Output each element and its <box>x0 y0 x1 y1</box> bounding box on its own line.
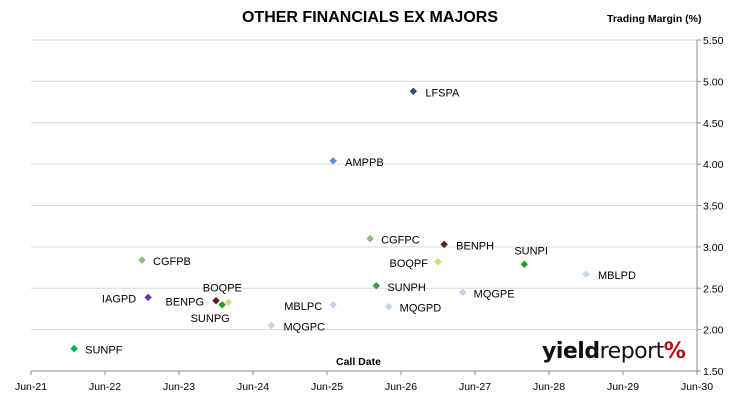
point-mqgpd <box>384 302 393 311</box>
point-label-sunpg: SUNPG <box>191 313 230 325</box>
point-benpg <box>212 296 220 305</box>
point-label-mblpd: MBLPD <box>598 270 636 282</box>
x-tick-label: Jun-30 <box>681 381 713 393</box>
point-label-mblpc: MBLPC <box>284 301 322 313</box>
x-tick-label: Jun-25 <box>311 381 343 393</box>
x-tick-label: Jun-23 <box>163 381 195 393</box>
gridlines <box>31 39 697 372</box>
x-tick-label: Jun-26 <box>385 381 417 393</box>
logo-report-text: report <box>599 339 665 364</box>
point-boqpf <box>434 258 442 266</box>
point-sunpf <box>70 344 78 353</box>
point-amppb <box>329 157 337 165</box>
point-label-sunpf: SUNPF <box>85 345 123 357</box>
y-tick-label: 4.50 <box>703 118 724 130</box>
point-label-benpg: BENPG <box>165 297 204 309</box>
point-benph <box>440 240 448 249</box>
point-boqpe <box>224 298 233 307</box>
point-label-amppb: AMPPB <box>345 157 384 169</box>
x-axis-label: Call Date <box>336 356 381 368</box>
yieldreport-logo: yieldreport% <box>542 339 686 364</box>
y-tick-label: 2.00 <box>703 325 724 337</box>
point-label-lfspa: LFSPA <box>425 87 460 99</box>
x-tick-label: Jun-28 <box>533 381 565 393</box>
y-tick-label: 1.50 <box>703 366 724 378</box>
x-tick-label: Jun-21 <box>15 381 47 393</box>
chart-title: OTHER FINANCIALS EX MAJORS <box>241 9 498 26</box>
y-tick-label: 2.50 <box>703 283 724 295</box>
y-tick-label: 3.50 <box>703 201 724 213</box>
point-sunpg <box>218 301 226 309</box>
point-label-mqgpe: MQGPE <box>474 288 515 300</box>
y-tick-label: 3.00 <box>703 242 724 254</box>
point-mqgpe <box>458 288 467 297</box>
point-mblpd <box>582 270 590 278</box>
point-iagpd <box>144 293 152 302</box>
x-tick-label: Jun-27 <box>459 381 491 393</box>
point-label-boqpe: BOQPE <box>203 282 242 294</box>
point-label-benph: BENPH <box>456 240 494 252</box>
axes: 1.50 2.00 2.50 3.00 3.50 4.00 4.50 5.00 5.50 Jun-… <box>15 35 724 393</box>
point-label-iagpd: IAGPD <box>102 293 136 305</box>
point-label-cgfpb: CGFPB <box>153 256 191 268</box>
point-sunph <box>372 282 381 290</box>
y-tick-label: 5.50 <box>703 35 724 47</box>
point-lfspa <box>409 87 418 96</box>
y-tick-label: 4.00 <box>703 159 724 171</box>
y-axis-label: Trading Margin (%) <box>607 13 702 25</box>
point-cgfpc <box>366 234 374 243</box>
x-tick-label: Jun-24 <box>237 381 269 393</box>
x-tick-label: Jun-22 <box>89 381 121 393</box>
point-label-mqgpc: MQGPC <box>284 321 326 333</box>
logo-percent-mark: % <box>663 339 686 364</box>
point-label-sunpi: SUNPI <box>514 245 548 257</box>
data-points: LFSPA AMPPB CGFPC BENPH SUNPI CGFPB BOQPF MBLPD… <box>70 87 636 357</box>
point-label-boqpf: BOQPF <box>389 258 428 270</box>
point-sunpi <box>520 260 529 268</box>
point-label-mqgpd: MQGPD <box>400 302 442 314</box>
point-label-cgfpc: CGFPC <box>381 235 420 247</box>
point-mblpc <box>329 301 337 309</box>
x-tick-label: Jun-29 <box>607 381 639 393</box>
logo-yield-text: yield <box>542 339 600 364</box>
y-tick-label: 5.00 <box>703 76 724 88</box>
point-label-sunph: SUNPH <box>387 282 426 294</box>
point-cgfpb <box>138 256 146 264</box>
point-mqgpc <box>267 321 276 330</box>
